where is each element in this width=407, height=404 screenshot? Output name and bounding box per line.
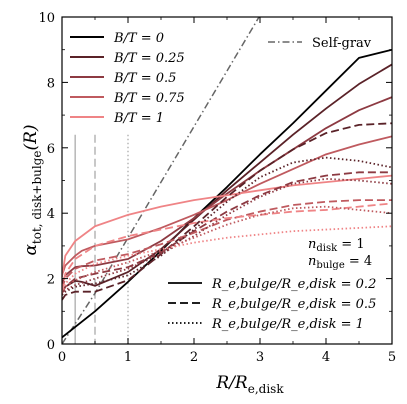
x-tick-label: 3	[256, 350, 264, 365]
y-tick-label: 8	[47, 76, 55, 91]
annotations: ndisk = 1 nbulge = 4	[308, 237, 372, 271]
series-line-bt-1-ratio-0.2	[62, 174, 392, 278]
svg-text:R/Re,disk: R/Re,disk	[215, 373, 284, 396]
legend-ratio: R_e,bulge/R_e,disk = 0.2 R_e,bulge/R_e,di…	[168, 277, 376, 332]
series-line-bt-0.5-ratio-0.5	[62, 171, 392, 294]
x-tick-label: 0	[58, 350, 66, 365]
y-tick-label: 2	[47, 273, 55, 288]
x-tick-label: 1	[124, 350, 132, 365]
legend-bt-label: B/T = 0.5	[113, 71, 176, 86]
legend-ratio-label: R_e,bulge/R_e,disk = 0.2	[211, 277, 376, 292]
x-tick-label: 4	[322, 350, 330, 365]
series-line-bt-0.5-ratio-1	[62, 177, 392, 296]
x-axis-label: R/Re,disk	[215, 373, 284, 396]
annotation-ndisk: ndisk = 1	[308, 237, 365, 254]
series-line-bt-1-ratio-0.5	[62, 202, 392, 292]
series-line-bt-0.25-ratio-0.2	[62, 63, 392, 294]
legend-selfgrav: Self-grav	[268, 36, 372, 51]
legend-bt-label: B/T = 0.75	[113, 91, 185, 106]
legend-bt-label: B/T = 1	[113, 111, 164, 126]
series-line-bt-0.75-ratio-0.5	[62, 199, 392, 289]
legend-selfgrav-label: Self-grav	[312, 36, 372, 51]
legend-bt-label: B/T = 0	[113, 31, 164, 46]
legend-ratio-label: R_e,bulge/R_e,disk = 1	[211, 317, 364, 332]
series-lines	[62, 17, 392, 344]
svg-text:αtot, disk+bulge(R): αtot, disk+bulge(R)	[21, 124, 44, 255]
self-grav-line	[62, 17, 260, 344]
series-line-bt-0.25-ratio-0.5	[62, 122, 392, 301]
y-tick-label: 0	[47, 338, 55, 353]
annotation-nbulge: nbulge = 4	[308, 254, 372, 271]
x-tick-label: 5	[388, 350, 396, 365]
y-tick-label: 4	[47, 207, 55, 222]
y-tick-label: 6	[47, 142, 55, 157]
legend-ratio-label: R_e,bulge/R_e,disk = 0.5	[211, 297, 376, 312]
series-line-bt-0.25-ratio-1	[62, 156, 392, 296]
legend-bt-label: B/T = 0.25	[113, 51, 185, 66]
legend-bt: B/T = 0 B/T = 0.25 B/T = 0.5 B/T = 0.75 B/T …	[70, 31, 185, 126]
x-tick-label: 2	[190, 350, 198, 365]
y-tick-label: 10	[38, 11, 55, 26]
series-line-bt-0-ratio-0.2	[62, 48, 392, 339]
series-line-bt-0.75-ratio-1	[62, 205, 392, 294]
series-line-bt-0.75-ratio-0.2	[62, 135, 392, 276]
axes: 0 1 2 3 4 5 0 2 4 6 8 10	[38, 11, 396, 365]
series-line-bt-1-ratio-1	[62, 225, 392, 294]
y-axis-label: αtot, disk+bulge(R)	[21, 124, 44, 255]
series-line-bt-0.5-ratio-0.2	[62, 96, 392, 284]
